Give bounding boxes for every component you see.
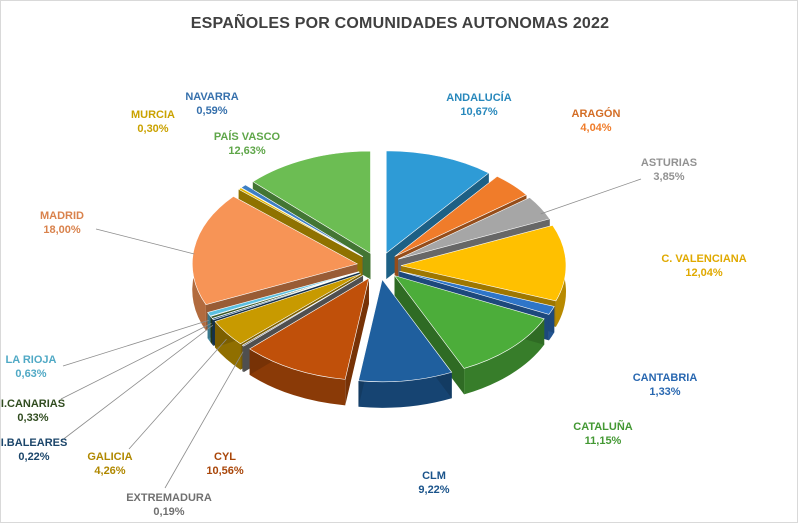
leader-line [128,338,227,450]
label-name-galicia: GALICIA [87,451,132,463]
slice-galicia[interactable] [214,273,362,345]
slice-side-catalu-a [464,318,545,395]
label-name-la-rioja: LA RIOJA [6,354,57,366]
slice-murcia[interactable] [238,187,363,258]
slice-madrid[interactable] [192,195,359,305]
leader-line [62,319,210,367]
label-value-extremadura: 0,19% [153,506,184,518]
label-value-galicia: 4,26% [94,465,125,477]
leader-line [60,324,214,442]
label-name-madrid: MADRID [40,210,84,222]
label-value-murcia: 0,30% [137,123,168,135]
label-name-clm: CLM [422,470,446,482]
label-value-arag-n: 4,04% [580,122,611,134]
label-value-andaluc-a: 10,67% [460,106,498,118]
label-name-c-valenciana: C. VALENCIANA [661,253,746,265]
slice-andaluc-a[interactable] [385,150,490,254]
slice-side-clm [358,372,452,408]
label-name-cantabria: CANTABRIA [633,372,698,384]
slice-face-1-5 [394,275,465,395]
label-name-murcia: MURCIA [131,109,175,121]
label-value-cyl: 10,56% [206,465,244,477]
slice-clm[interactable] [358,278,453,383]
label-value-pa-s-vasco: 12,63% [228,145,266,157]
leader-line [540,178,642,215]
label-value-madrid: 18,00% [43,224,81,236]
slice-c-valenciana[interactable] [400,225,567,302]
label-value-i-canarias: 0,33% [17,412,48,424]
slice-cyl[interactable] [249,277,370,380]
label-name-asturias: ASTURIAS [641,157,697,169]
label-name-catalu-a: CATALUÑA [573,420,633,433]
slice-face-0-7 [345,278,369,406]
label-name-navarra: NAVARRA [185,91,238,103]
slice-i-canarias[interactable] [210,271,360,319]
label-value-navarra: 0,59% [196,105,227,117]
label-value-c-valenciana: 12,04% [685,267,723,279]
label-name-i-canarias: I.CANARIAS [1,398,65,410]
slice-cantabria[interactable] [399,270,555,315]
slice-catalu-a[interactable] [393,275,545,369]
label-name-pa-s-vasco: PAÍS VASCO [214,130,281,143]
slice-pa-s-vasco[interactable] [252,150,371,254]
label-value-asturias: 3,85% [653,171,684,183]
label-value-i-baleares: 0,22% [18,451,49,463]
label-value-clm: 9,22% [418,484,449,496]
leader-line [60,323,212,400]
slice-side-cyl [249,348,346,406]
label-value-la-rioja: 0,63% [15,368,46,380]
label-name-arag-n: ARAGÓN [572,107,621,120]
chart-title: ESPAÑOLES POR COMUNIDADES AUTONOMAS 2022 [190,15,610,32]
label-name-extremadura: EXTREMADURA [126,492,212,504]
label-name-i-baleares: I.BALEARES [1,437,67,449]
label-value-cantabria: 1,33% [649,386,680,398]
label-name-cyl: CYL [214,451,236,463]
slice-asturias[interactable] [397,197,551,260]
slice-arag-n[interactable] [394,175,527,257]
leader-line [164,351,244,489]
label-value-catalu-a: 11,15% [585,435,622,447]
slice-la-rioja[interactable] [207,271,360,317]
slice-navarra[interactable] [240,184,364,257]
leader-line [95,228,195,255]
label-name-andaluc-a: ANDALUCÍA [446,91,511,104]
slice-extremadura[interactable] [241,275,364,347]
